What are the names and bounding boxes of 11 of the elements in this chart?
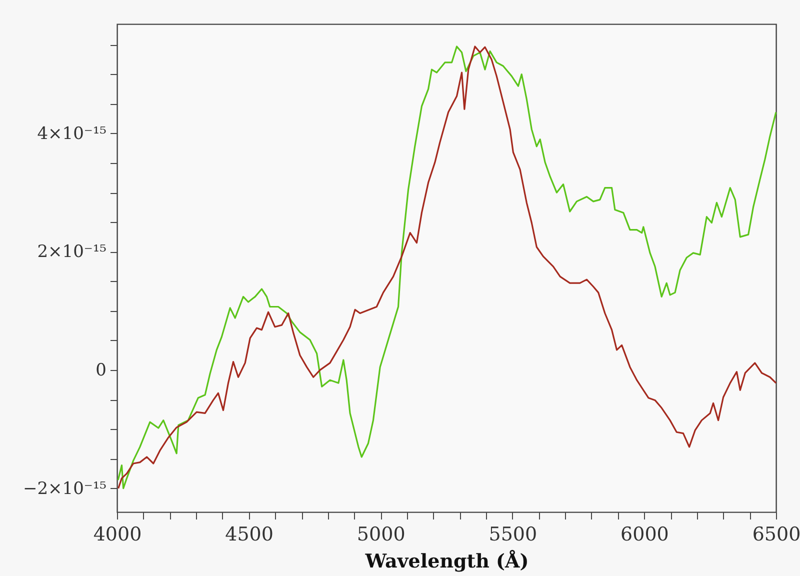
y-tick-label: 2×10⁻¹⁵: [37, 242, 107, 262]
x-tick-label: 5500: [488, 524, 538, 546]
x-tick-label: 4000: [93, 524, 142, 546]
x-tick-label: 6500: [752, 524, 800, 546]
y-tick-label: 4×10⁻¹⁵: [37, 124, 107, 144]
x-tick-label: 6000: [620, 524, 669, 546]
x-tick-label: 5000: [356, 524, 406, 546]
x-axis-title: Wavelength (Å): [364, 550, 529, 572]
y-tick-label: −2×10⁻¹⁵: [22, 478, 107, 499]
y-tick-label: 0: [96, 360, 106, 381]
x-tick-label: 4500: [225, 524, 274, 546]
